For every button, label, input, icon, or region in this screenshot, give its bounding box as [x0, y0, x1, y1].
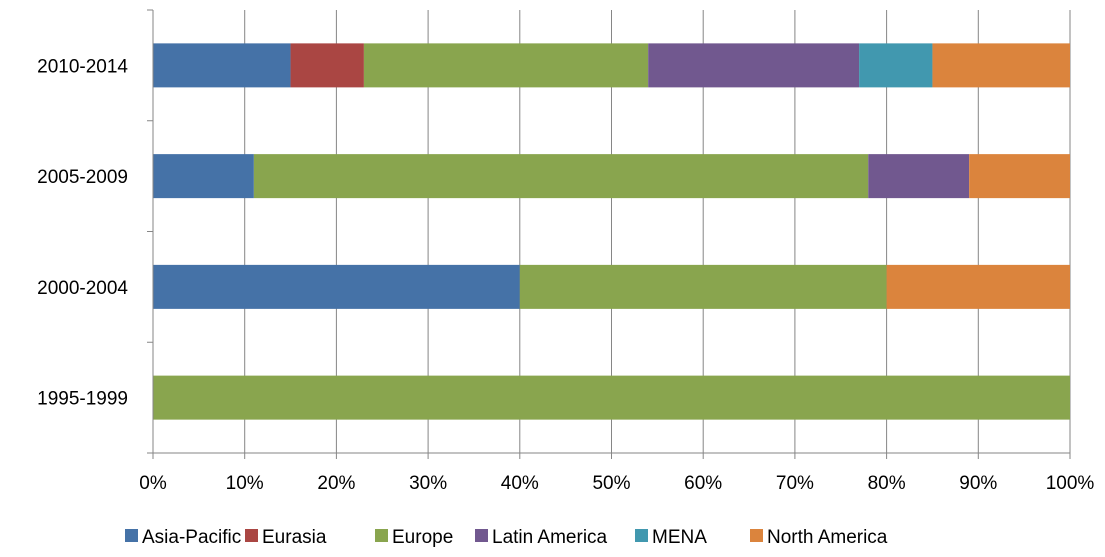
axes — [147, 9, 1071, 459]
legend-label: MENA — [652, 527, 707, 548]
x-tick-label: 80% — [868, 473, 906, 494]
y-axis-labels: 1995-1999 2000-2004 2005-2009 2010-2014 — [37, 56, 128, 409]
y-category-label: 2005-2009 — [37, 167, 128, 188]
legend-swatch — [245, 529, 258, 542]
bar-segment — [648, 43, 860, 88]
bar-segment — [932, 43, 1070, 88]
x-tick-label: 10% — [226, 473, 264, 494]
x-tick-label: 100% — [1046, 473, 1095, 494]
bars — [153, 43, 1070, 420]
x-tick-label: 60% — [684, 473, 722, 494]
y-category-label: 2000-2004 — [37, 278, 128, 299]
legend-label: Europe — [392, 527, 453, 548]
y-category-label: 1995-1999 — [37, 389, 128, 410]
legend-swatch — [125, 529, 138, 542]
bar-segment — [153, 43, 291, 88]
y-category-label: 2010-2014 — [37, 56, 128, 77]
bar-segment — [153, 375, 1070, 420]
bar-segment — [859, 43, 933, 88]
legend-swatch — [635, 529, 648, 542]
x-tick-label: 0% — [139, 473, 167, 494]
legend: Asia-Pacific Eurasia Europe Latin America ME… — [125, 527, 888, 548]
bar-segment — [519, 264, 887, 309]
x-tick-label: 30% — [409, 473, 447, 494]
x-axis-labels: 0% 10% 20% 30% 40% 50% 60% 70% 80% 90% 100% — [139, 473, 1094, 494]
legend-label: Eurasia — [262, 527, 327, 548]
legend-label: Asia-Pacific — [142, 527, 241, 548]
x-tick-label: 50% — [592, 473, 630, 494]
bar-segment — [969, 154, 1070, 199]
legend-swatch — [375, 529, 388, 542]
bar-segment — [153, 154, 254, 199]
x-tick-label: 70% — [776, 473, 814, 494]
x-tick-label: 40% — [501, 473, 539, 494]
legend-label: Latin America — [492, 527, 608, 548]
bar-segment — [868, 154, 970, 199]
legend-label: North America — [767, 527, 888, 548]
x-tick-label: 90% — [959, 473, 997, 494]
x-tick-label: 20% — [317, 473, 355, 494]
bar-segment — [290, 43, 364, 88]
bar-segment — [363, 43, 649, 88]
legend-swatch — [750, 529, 763, 542]
legend-swatch — [475, 529, 488, 542]
bar-segment — [886, 264, 1070, 309]
bar-segment — [153, 264, 520, 309]
bar-segment — [253, 154, 869, 199]
